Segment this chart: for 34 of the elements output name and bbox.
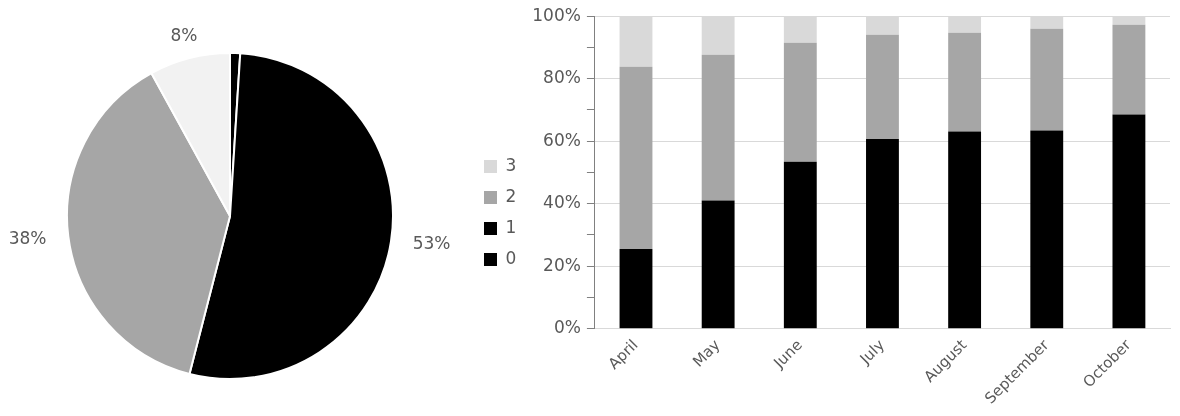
bar <box>619 248 653 329</box>
bar <box>701 200 735 329</box>
y-tick-label: 100% <box>532 4 581 25</box>
bar <box>1030 130 1064 329</box>
bar <box>1030 16 1064 29</box>
bar <box>619 66 653 249</box>
bar <box>866 138 899 329</box>
bar <box>948 16 982 33</box>
y-tick-label: 80% <box>543 67 581 88</box>
bar <box>948 131 982 329</box>
data-label: 38% <box>8 227 47 248</box>
y-tick-label: 20% <box>543 254 581 275</box>
bar <box>619 16 653 67</box>
legend-label: 0 <box>505 247 517 268</box>
bar <box>783 161 817 329</box>
legend-label: 2 <box>505 185 517 206</box>
bar <box>1030 28 1064 131</box>
legend-label: 1 <box>505 216 517 237</box>
data-label: 8% <box>170 25 198 46</box>
bar <box>948 32 982 132</box>
bar <box>1112 114 1146 329</box>
data-label: 53% <box>412 233 451 254</box>
y-tick-label: 0% <box>553 317 581 338</box>
bar <box>866 34 899 139</box>
bar <box>866 16 899 35</box>
bar <box>1112 24 1146 115</box>
legend-label: 3 <box>505 154 517 175</box>
bar <box>701 54 735 201</box>
y-tick-label: 40% <box>543 192 581 213</box>
bar <box>701 16 735 55</box>
bar <box>783 16 817 43</box>
y-tick-label: 60% <box>543 129 581 150</box>
bar <box>783 42 817 162</box>
bar <box>1112 16 1146 25</box>
